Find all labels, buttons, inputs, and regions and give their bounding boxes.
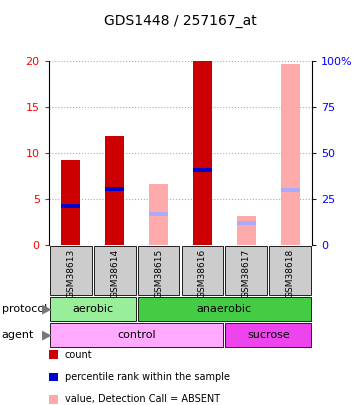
Bar (237, 215, 256, 245)
Text: GSM38617: GSM38617 (242, 249, 251, 298)
FancyBboxPatch shape (269, 246, 311, 295)
Text: GSM38615: GSM38615 (154, 249, 163, 298)
Bar (193, 61, 212, 245)
Bar (237, 221, 256, 225)
Text: percentile rank within the sample: percentile rank within the sample (65, 372, 230, 382)
FancyBboxPatch shape (138, 246, 179, 295)
Bar (61, 160, 81, 245)
Text: anaerobic: anaerobic (197, 304, 252, 314)
Text: GSM38616: GSM38616 (198, 249, 207, 298)
Bar (61, 204, 81, 208)
Text: count: count (65, 350, 93, 360)
FancyBboxPatch shape (226, 323, 311, 347)
Bar (105, 136, 124, 245)
Text: value, Detection Call = ABSENT: value, Detection Call = ABSENT (65, 394, 220, 404)
FancyBboxPatch shape (94, 246, 135, 295)
Text: aerobic: aerobic (72, 304, 113, 314)
Bar (193, 168, 212, 173)
Bar (105, 187, 124, 191)
Text: GSM38614: GSM38614 (110, 249, 119, 298)
Text: protocol: protocol (2, 304, 47, 314)
Text: ▶: ▶ (42, 302, 51, 315)
Text: GDS1448 / 257167_at: GDS1448 / 257167_at (104, 14, 257, 28)
FancyBboxPatch shape (50, 323, 223, 347)
Bar (280, 64, 300, 245)
Text: sucrose: sucrose (247, 330, 290, 340)
Bar (149, 184, 168, 245)
Bar (280, 188, 300, 192)
FancyBboxPatch shape (226, 246, 267, 295)
FancyBboxPatch shape (182, 246, 223, 295)
Bar (149, 212, 168, 216)
FancyBboxPatch shape (138, 297, 311, 321)
Text: GSM38618: GSM38618 (286, 249, 295, 298)
FancyBboxPatch shape (50, 246, 92, 295)
Text: agent: agent (2, 330, 34, 340)
FancyBboxPatch shape (50, 297, 135, 321)
Text: ▶: ▶ (42, 328, 51, 342)
Text: GSM38613: GSM38613 (66, 249, 75, 298)
Text: control: control (117, 330, 156, 340)
